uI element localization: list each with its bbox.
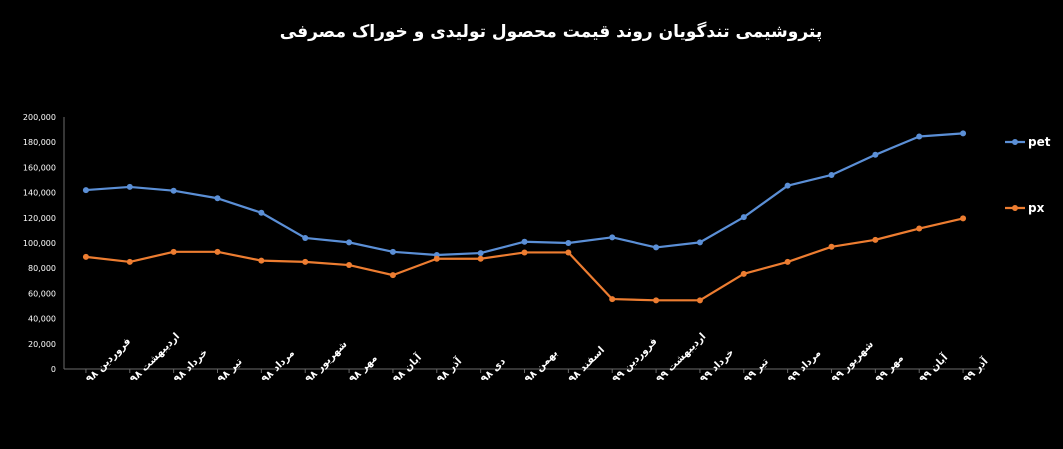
x-tick-label: اسفند ۹۸ (567, 345, 607, 385)
data-point-px (433, 255, 440, 262)
x-tick-label: شهریور ۹۸ (304, 339, 350, 385)
data-point-pet (696, 239, 703, 246)
data-point-px (740, 270, 747, 277)
data-point-px (960, 215, 967, 222)
x-tick-label: شهریور ۹۹ (830, 339, 876, 385)
data-point-pet (302, 234, 309, 241)
data-point-pet (170, 187, 177, 194)
data-point-pet (960, 130, 967, 137)
data-point-pet (565, 240, 572, 246)
data-point-pet (521, 238, 528, 245)
x-tick-label: خرداد ۹۹ (698, 347, 736, 385)
y-tick-label: 40,000 (28, 315, 56, 324)
legend-marker-px (1012, 205, 1018, 211)
y-tick-label: 180,000 (23, 138, 56, 147)
data-point-px (696, 297, 703, 304)
data-point-pet (214, 195, 221, 202)
data-point-px (872, 236, 879, 243)
data-point-pet (828, 171, 835, 178)
data-point-pet (82, 187, 89, 194)
y-tick-label: 200,000 (23, 113, 56, 122)
data-point-px (828, 243, 835, 250)
series-group (82, 130, 967, 304)
x-tick-label: مرداد ۹۸ (260, 348, 297, 385)
x-tick-label: مرداد ۹۹ (786, 348, 823, 385)
legend-label-px: px (1028, 201, 1045, 215)
data-point-px (609, 296, 616, 303)
x-tick-label: تیر ۹۹ (742, 356, 771, 385)
data-point-pet (740, 214, 747, 221)
x-tick-label: آذر ۹۹ (960, 354, 991, 385)
x-tick-label: آبان ۹۹ (916, 351, 950, 385)
x-tick-label: آذر ۹۸ (434, 354, 465, 385)
y-tick-label: 140,000 (23, 189, 56, 198)
data-point-px (653, 297, 660, 304)
data-point-px (82, 253, 89, 260)
data-point-pet (784, 182, 791, 189)
data-point-px (389, 272, 396, 279)
y-tick-label: 100,000 (23, 239, 56, 248)
y-tick-label: 80,000 (28, 264, 56, 273)
legend-label-pet: pet (1028, 135, 1051, 149)
data-point-px (170, 248, 177, 255)
x-tick-label: آبان ۹۸ (390, 351, 424, 385)
x-tick-label: دی ۹۸ (479, 356, 508, 385)
y-tick-label: 20,000 (28, 340, 56, 349)
legend: pet px (1005, 135, 1051, 215)
data-point-px (214, 248, 221, 255)
data-point-pet (916, 133, 923, 140)
x-tick-label: تیر ۹۸ (216, 356, 245, 385)
data-point-px (916, 225, 923, 232)
x-tick-label: فروردین ۹۹ (611, 336, 660, 385)
legend-marker-pet (1012, 139, 1018, 145)
data-point-px (302, 258, 309, 265)
data-point-px (565, 249, 572, 256)
x-tick-label: فروردین ۹۸ (84, 336, 133, 385)
data-point-px (784, 258, 791, 265)
data-point-pet (258, 209, 265, 216)
data-point-pet (389, 248, 396, 255)
x-tick-label: بهمن ۹۸ (523, 348, 560, 385)
data-point-pet (653, 244, 660, 251)
data-point-px (521, 249, 528, 256)
data-point-px (346, 262, 353, 269)
x-tick-label: خرداد ۹۸ (172, 347, 210, 385)
chart-title: پتروشیمی تندگویان روند قیمت محصول تولیدی… (280, 21, 822, 42)
y-tick-label: 160,000 (23, 163, 56, 172)
data-point-px (258, 257, 265, 264)
series-line-pet (85, 132, 964, 257)
data-point-pet (872, 151, 879, 158)
y-axis-ticks: 0 20,000 40,000 60,000 80,000 100,000 120,000 1… (23, 113, 56, 374)
data-point-pet (346, 239, 353, 246)
y-tick-label: 120,000 (23, 214, 56, 223)
data-point-px (477, 255, 484, 262)
data-point-pet (126, 183, 133, 190)
series-line-px (85, 217, 964, 302)
y-tick-label: 0 (51, 365, 56, 374)
data-point-pet (477, 250, 484, 257)
y-tick-label: 60,000 (28, 289, 56, 298)
data-point-px (126, 258, 133, 265)
data-point-pet (609, 234, 616, 241)
